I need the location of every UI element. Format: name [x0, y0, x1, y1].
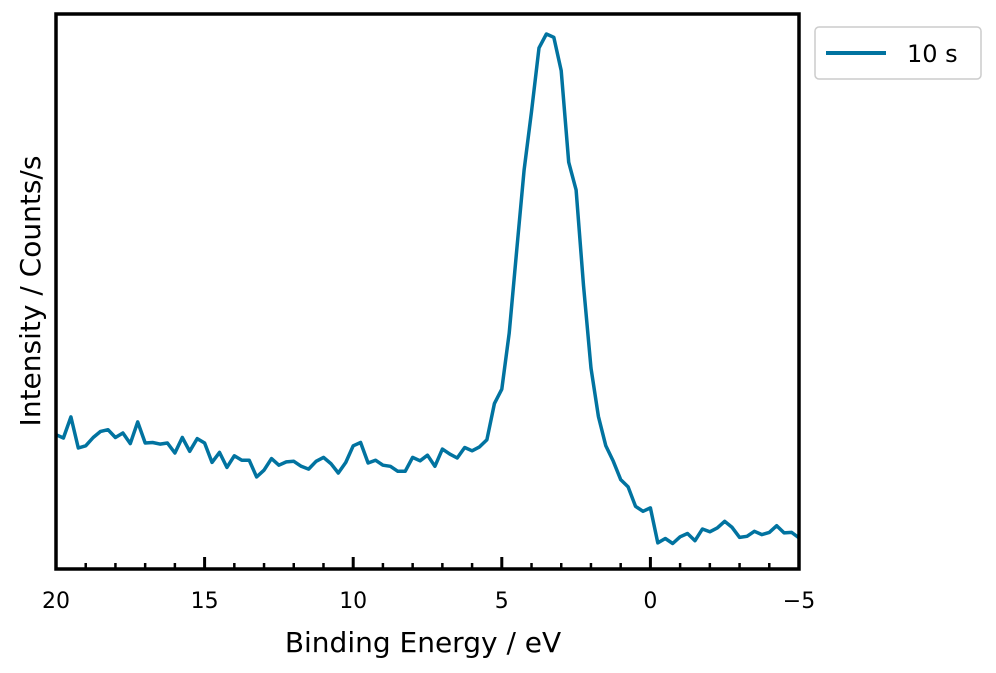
x-tick-label: 5	[495, 589, 509, 614]
plot-frame	[54, 12, 801, 571]
plot-series	[55, 32, 801, 546]
series-line-10s	[55, 32, 801, 546]
x-tick-label: 20	[42, 589, 70, 614]
y-axis-label: Intensity / Counts/s	[14, 156, 47, 427]
legend-label: 10 s	[907, 40, 958, 68]
x-tick-label: −5	[783, 589, 815, 614]
x-axis-ticks	[54, 557, 801, 569]
x-tick-label: 0	[643, 589, 657, 614]
legend-box	[814, 26, 982, 80]
x-tick-label: 10	[339, 589, 367, 614]
x-tick-label: 15	[191, 589, 219, 614]
legend: 10 s	[814, 26, 982, 80]
x-axis-label: Binding Energy / eV	[285, 626, 561, 659]
x-axis-tick-labels: 20 15 10 5 0 −5	[42, 589, 815, 614]
